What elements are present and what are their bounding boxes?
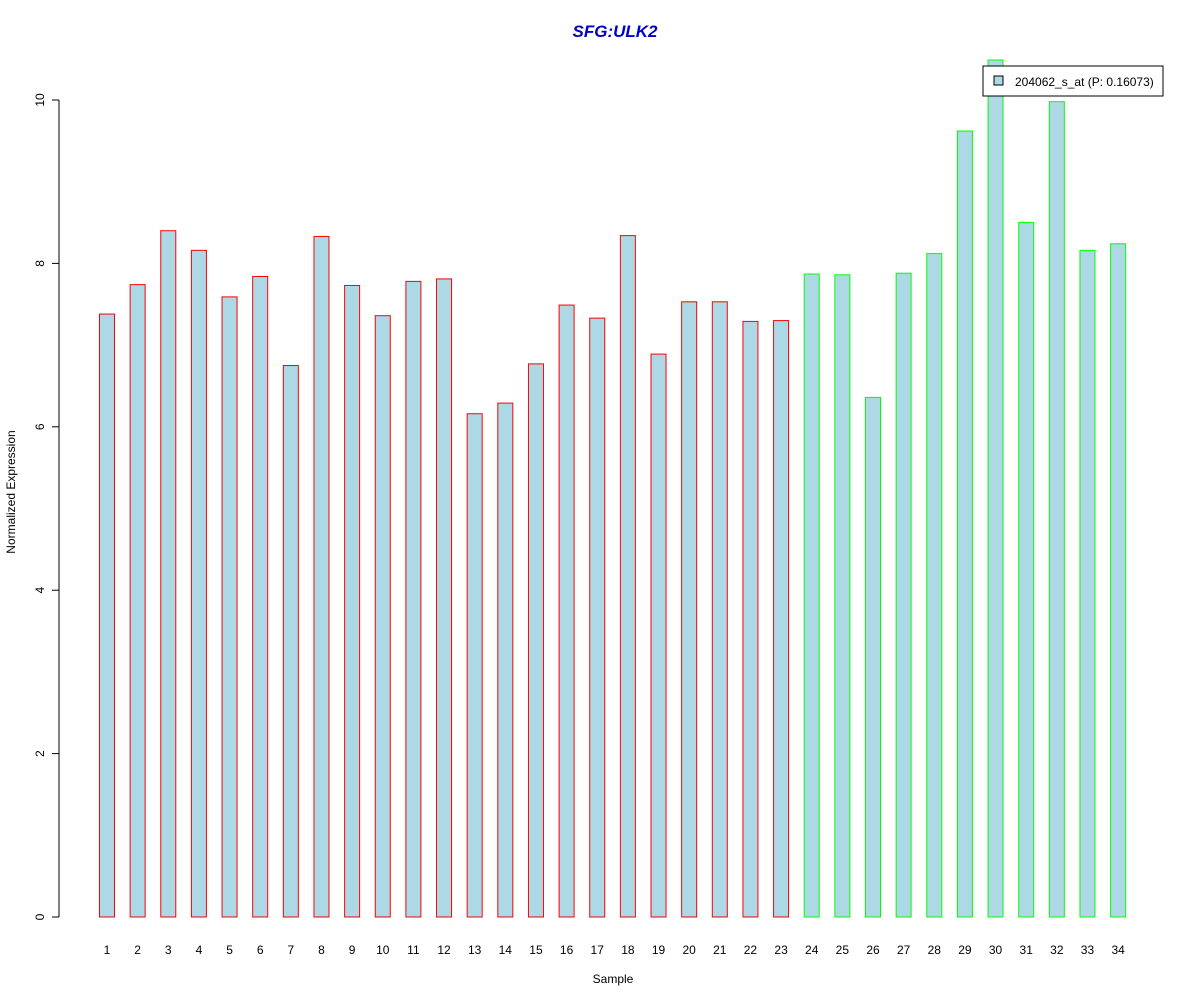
x-tick-label: 8 [318,943,325,957]
bar-sample-27 [895,272,912,918]
legend-label: 204062_s_at (P: 0.16073) [1015,75,1154,89]
y-tick-label: 0 [33,913,47,920]
x-tick-label: 19 [652,943,666,957]
bar-sample-29 [956,130,973,918]
x-tick-label: 28 [928,943,942,957]
chart-title: SFG:ULK2 [573,22,659,41]
y-axis-label: Normalized Expression [4,430,18,553]
x-tick-label: 11 [407,943,420,957]
bar-sample-1 [99,313,115,918]
bar-sample-18 [619,235,636,918]
y-axis: 0 2 4 6 8 10 [33,93,60,920]
bar-sample-11 [405,280,422,918]
x-tick-label: 25 [836,943,850,957]
x-tick-label: 7 [287,943,294,957]
bar-sample-6 [252,275,269,918]
x-tick-label: 31 [1020,943,1034,957]
y-tick-label: 2 [33,750,47,757]
bar-sample-22 [742,320,759,918]
bar-sample-12 [436,278,453,918]
bar-sample-4 [190,249,207,918]
bar-sample-13 [466,413,483,918]
y-tick-label: 10 [33,93,47,107]
y-tick-label: 4 [33,587,47,594]
bar-sample-23 [773,320,790,918]
bars [99,59,1127,918]
bar-sample-33 [1079,249,1096,918]
bar-sample-26 [865,396,881,918]
x-tick-label: 6 [257,943,264,957]
x-tick-label: 29 [958,943,972,957]
bar-sample-24 [803,273,820,918]
bar-sample-21 [711,301,728,918]
x-tick-label: 1 [104,943,111,957]
x-tick-label: 20 [682,943,696,957]
x-tick-label: 21 [713,943,727,957]
bar-sample-14 [497,402,514,918]
x-tick-label: 12 [437,943,451,957]
bar-sample-25 [834,274,851,918]
bar-sample-9 [344,284,361,918]
legend-swatch [993,75,1004,86]
x-tick-label: 30 [989,943,1003,957]
x-tick-label: 2 [134,943,141,957]
x-tick-label: 4 [196,943,203,957]
bar-sample-16 [558,304,575,918]
x-tick-label: 27 [897,943,911,957]
x-tick-label: 26 [866,943,880,957]
x-tick-label: 32 [1050,943,1064,957]
bar-sample-8 [313,235,330,918]
y-tick-label: 6 [33,423,47,430]
x-tick-label: 15 [529,943,543,957]
legend-box [982,65,1164,97]
bar-sample-32 [1048,101,1065,918]
bar-sample-30 [987,59,1004,918]
legend: 204062_s_at (P: 0.16073) [982,65,1164,97]
bar-sample-10 [374,315,391,918]
x-axis-label: Sample [593,972,634,986]
bar-sample-19 [650,353,667,918]
bar-sample-3 [160,230,177,918]
x-tick-label: 24 [805,943,819,957]
x-tick-label: 5 [226,943,233,957]
x-tick-label: 16 [560,943,574,957]
bar-sample-17 [589,317,606,918]
x-tick-label: 9 [349,943,356,957]
bar-sample-15 [527,363,544,918]
bar-sample-28 [926,253,943,918]
x-tick-label: 14 [499,943,513,957]
y-tick-label: 8 [33,260,47,267]
x-tick-labels: 1 2 3 4 5 6 7 8 9 10 11 12 13 14 15 16 17 18 19 20 21 22 23 24 2… [104,943,1125,957]
bar-sample-5 [221,296,238,918]
x-tick-label: 18 [621,943,635,957]
bar-sample-2 [129,284,146,918]
x-tick-label: 23 [774,943,788,957]
x-tick-label: 17 [591,943,605,957]
bar-sample-20 [681,301,698,918]
bar-sample-7 [282,365,299,918]
x-tick-label: 13 [468,943,482,957]
x-tick-label: 3 [165,943,172,957]
bar-sample-34 [1110,243,1127,918]
x-tick-label: 10 [376,943,390,957]
x-tick-label: 34 [1111,943,1125,957]
x-tick-label: 22 [744,943,758,957]
x-tick-label: 33 [1081,943,1095,957]
bar-sample-31 [1018,222,1035,918]
